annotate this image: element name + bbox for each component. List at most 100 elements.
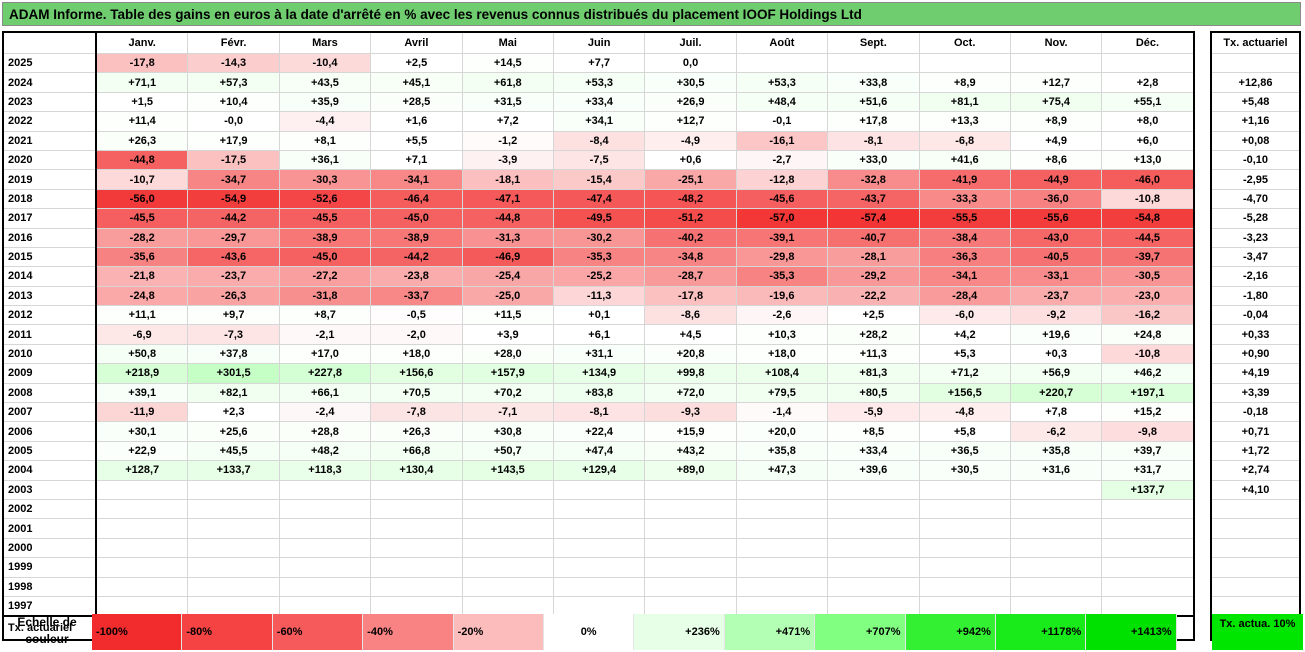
gain-cell: +8,7 [278, 305, 372, 326]
gain-cell: +13,0 [1101, 149, 1195, 171]
month-header-5: Juin [552, 31, 646, 54]
gain-cell: +220,7 [1009, 382, 1103, 404]
gain-cell: +1,5 [95, 91, 189, 113]
gain-cell: +57,3 [187, 72, 280, 93]
gain-cell: -45,0 [278, 246, 372, 268]
gain-cell [552, 479, 646, 500]
gain-cell [187, 518, 280, 539]
gain-cell: +81,1 [918, 91, 1011, 113]
gain-cell: +17,8 [827, 111, 920, 132]
color-scale-step: +942% [905, 614, 996, 650]
gain-cell [644, 557, 737, 578]
gain-cell: +25,6 [187, 421, 280, 442]
gain-cell: +11,5 [461, 305, 554, 326]
gain-cell [278, 479, 372, 500]
gain-cell: +47,3 [735, 460, 829, 481]
table-row: 2000 [2, 537, 1195, 559]
gain-cell: +83,8 [552, 382, 646, 404]
year-label: 2003 [2, 479, 97, 500]
gain-cell [918, 537, 1011, 559]
gain-cell: +133,7 [187, 460, 280, 481]
gain-cell: -25,4 [461, 266, 554, 287]
gain-cell: +17,0 [278, 343, 372, 365]
annual-rate-cell: +1,16 [1210, 111, 1301, 132]
gain-cell [644, 518, 737, 539]
annual-rate-cell: +1,72 [1210, 440, 1301, 462]
table-row: 2006 +30,1 +25,6 +28,8 +26,3 +30,8 +22,4 +15,9 +… [2, 421, 1195, 442]
gain-cell: -40,2 [644, 227, 737, 248]
gain-cell: +301,5 [187, 363, 280, 384]
year-label: 2000 [2, 537, 97, 559]
gain-cell: +26,3 [370, 421, 463, 442]
table-row: 2016 -28,2 -29,7 -38,9 -38,9 -31,3 -30,2 -40,2-… [2, 227, 1195, 248]
gain-cell: -25,1 [644, 169, 737, 190]
annual-rate-cell: -4,70 [1210, 188, 1301, 210]
annual-rate-cell [1210, 518, 1301, 539]
gain-cell: -54,9 [187, 188, 280, 210]
gain-cell: -31,3 [461, 227, 554, 248]
gain-cell: -0,1 [735, 111, 829, 132]
gain-cell: -35,3 [735, 266, 829, 287]
gain-cell: -48,2 [644, 188, 737, 210]
gain-cell: -23,7 [187, 266, 280, 287]
gain-cell: -46,9 [461, 246, 554, 268]
table-row: 2007 -11,9 +2,3 -2,4 -7,8 -7,1 -8,1 -9,3 -1,4 -5,… [2, 402, 1195, 423]
gain-cell: +7,2 [461, 111, 554, 132]
gain-cell: +6,1 [552, 324, 646, 345]
gain-cell: +79,5 [735, 382, 829, 404]
gain-cell [735, 595, 829, 617]
gain-cell: +2,5 [827, 305, 920, 326]
gain-cell: +108,4 [735, 363, 829, 384]
table-row: 2003 +137,7 [2, 479, 1195, 500]
gain-cell: +5,3 [918, 343, 1011, 365]
gain-cell: +33,0 [827, 149, 920, 171]
gain-cell: +128,7 [95, 460, 189, 481]
table-row: 2008 +39,1 +82,1 +66,1 +70,5 +70,2 +83,8 +72,0 +… [2, 382, 1195, 404]
table-row: 2023 +1,5 +10,4 +35,9 +28,5 +31,5 +33,4 +26,9 +4… [2, 91, 1195, 113]
gain-cell: -14,3 [187, 52, 280, 74]
gain-cell [735, 557, 829, 578]
gain-cell [461, 479, 554, 500]
gain-cell: -19,6 [735, 285, 829, 307]
gain-cell: -33,1 [1009, 266, 1103, 287]
gain-cell: +56,9 [1009, 363, 1103, 384]
gain-cell: +20,8 [644, 343, 737, 365]
gain-cell: -34,1 [370, 169, 463, 190]
gain-cell: -23,8 [370, 266, 463, 287]
color-scale-step: -20% [453, 614, 544, 650]
gain-cell: +218,9 [95, 363, 189, 384]
gain-cell: +13,3 [918, 111, 1011, 132]
gain-cell: -45,5 [278, 208, 372, 229]
gain-cell: -2,4 [278, 402, 372, 423]
gain-cell [370, 537, 463, 559]
gain-cell: -10,4 [278, 52, 372, 74]
table-row: 2010 +50,8 +37,8 +17,0 +18,0 +28,0 +31,1 +20,8 +… [2, 343, 1195, 365]
gain-cell: -44,8 [461, 208, 554, 229]
gain-cell: +51,6 [827, 91, 920, 113]
gain-cell [644, 576, 737, 597]
gain-cell: +28,8 [278, 421, 372, 442]
gain-cell: -21,8 [95, 266, 189, 287]
annual-rate-cell: -3,47 [1210, 246, 1301, 268]
gain-cell [918, 518, 1011, 539]
gain-cell [1101, 518, 1195, 539]
gain-cell: -54,8 [1101, 208, 1195, 229]
gain-cell: -16,2 [1101, 305, 1195, 326]
gain-cell: +4,5 [644, 324, 737, 345]
table-row: 2013 -24,8 -26,3 -31,8 -33,7 -25,0 -11,3 -17,8-… [2, 285, 1195, 307]
gain-cell: +48,4 [735, 91, 829, 113]
month-header-1: Févr. [187, 31, 280, 54]
year-label: 2014 [2, 266, 97, 287]
gain-cell: +134,9 [552, 363, 646, 384]
gain-cell [735, 52, 829, 74]
gain-cell: +35,8 [735, 440, 829, 462]
gain-cell: +30,1 [95, 421, 189, 442]
gain-cell: -1,2 [461, 130, 554, 151]
gain-cell: +130,4 [370, 460, 463, 481]
gain-cell [552, 576, 646, 597]
gain-cell: -30,5 [1101, 266, 1195, 287]
table-row: 2024 +71,1 +57,3 +43,5 +45,1 +61,8 +53,3 +30,5 +… [2, 72, 1195, 93]
gain-cell [644, 595, 737, 617]
year-label: 2015 [2, 246, 97, 268]
gain-cell [187, 479, 280, 500]
